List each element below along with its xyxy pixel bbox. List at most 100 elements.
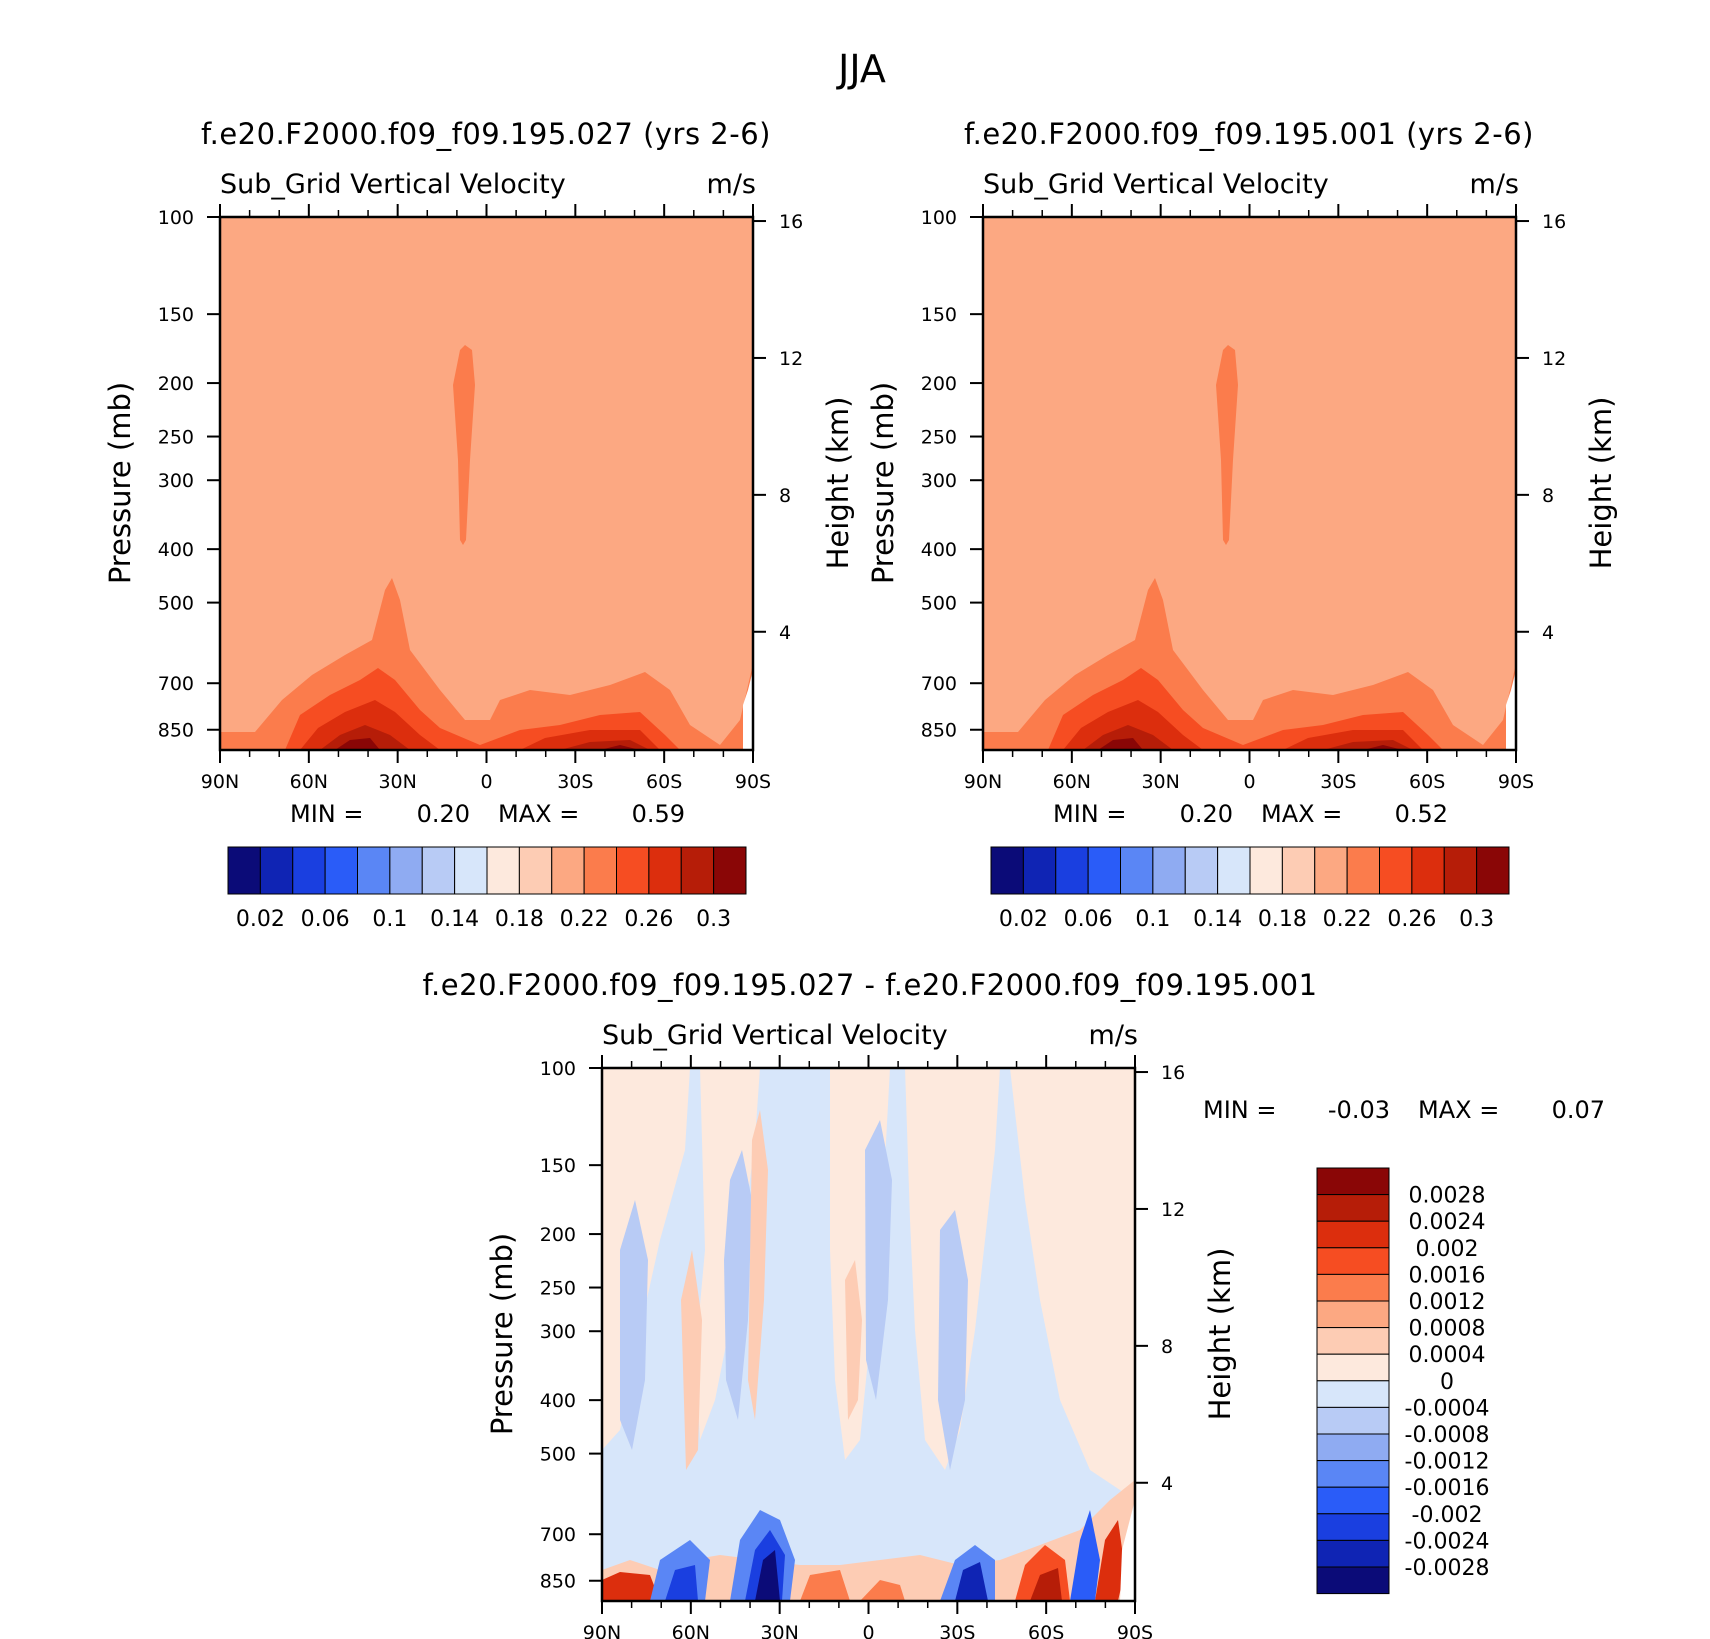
colorbar-box — [1217, 846, 1251, 895]
y-axis-label-right: Height (km) — [1203, 1248, 1237, 1421]
min-label: MIN = — [290, 800, 363, 828]
colorbar-box — [292, 846, 326, 895]
x-tick-label: 0 — [480, 771, 492, 793]
colorbar-label: 0.02 — [236, 907, 285, 932]
y-axis-label: Pressure (mb) — [866, 382, 900, 584]
y-tick-label: 300 — [540, 1321, 576, 1343]
colorbar-label: 0.26 — [624, 907, 673, 932]
x-tick-label: 60N — [290, 771, 328, 793]
colorbar-box — [1314, 846, 1348, 895]
colorbar-box — [1316, 1513, 1390, 1541]
y-tick-label: 400 — [540, 1390, 576, 1412]
colorbar-box — [421, 846, 456, 895]
y-tick-label: 400 — [921, 539, 957, 561]
x-tick-label: 30N — [1141, 771, 1179, 793]
y-tick-label: 850 — [921, 720, 957, 742]
x-tick-label: 90S — [735, 771, 771, 793]
colorbar-box — [648, 846, 682, 895]
height-tick-label: 12 — [1542, 348, 1566, 370]
height-tick-label: 8 — [779, 485, 791, 507]
colorbar-box — [1316, 1406, 1390, 1435]
colorbar-label: 0.06 — [301, 907, 350, 932]
x-tick-label: 30N — [760, 1622, 798, 1639]
colorbar-label: 0 — [1440, 1370, 1454, 1395]
x-tick-label: 90N — [583, 1622, 621, 1639]
colorbar-label: 0.3 — [1459, 907, 1494, 932]
x-tick-label: 60S — [1028, 1622, 1064, 1639]
colorbar-box — [990, 846, 1024, 895]
colorbar: 0.02 0.06 0.1 0.14 0.18 0.22 0.26 0.3 — [990, 846, 1510, 932]
height-tick-label: 8 — [1542, 485, 1554, 507]
colorbar-label: -0.0012 — [1405, 1450, 1490, 1475]
colorbar-box — [227, 846, 261, 895]
panel-title: f.e20.F2000.f09_f09.195.027 - f.e20.F200… — [422, 968, 1317, 1002]
colorbar-box — [1316, 1460, 1390, 1488]
y-tick-label: 700 — [540, 1524, 576, 1546]
y-axis-label-right: Height (km) — [1584, 397, 1618, 570]
units-label: m/s — [707, 169, 756, 200]
max-label: MAX = — [1418, 1096, 1499, 1124]
contour-field — [983, 217, 1516, 750]
panel-title: f.e20.F2000.f09_f09.195.027 (yrs 2-6) — [201, 117, 771, 151]
x-tick-label: 90S — [1498, 771, 1534, 793]
max-label: MAX = — [1261, 800, 1342, 828]
colorbar-box — [1316, 1566, 1390, 1595]
colorbar-box — [1316, 1247, 1390, 1275]
height-tick-label: 4 — [1542, 622, 1554, 644]
axes: 90N 60N 30N 0 30S 60S 90S 100 150 200 250 300 400 500… — [158, 204, 803, 793]
colorbar-label: -0.0028 — [1405, 1556, 1490, 1581]
variable-label: Sub_Grid Vertical Velocity — [983, 169, 1329, 200]
colorbar-label: 0.0012 — [1409, 1290, 1486, 1315]
x-tick-label: 30S — [557, 771, 593, 793]
y-tick-label: 200 — [158, 373, 194, 395]
y-tick-label: 250 — [921, 427, 957, 449]
y-tick-label: 500 — [921, 593, 957, 615]
colorbar-box — [616, 846, 650, 895]
colorbar-label: 0.3 — [696, 907, 731, 932]
y-tick-label: 150 — [158, 304, 194, 326]
colorbar-label: 0.0008 — [1409, 1317, 1486, 1342]
variable-label: Sub_Grid Vertical Velocity — [602, 1020, 948, 1051]
colorbar-box — [357, 846, 391, 895]
y-axis-label: Pressure (mb) — [103, 382, 137, 584]
colorbar-box — [1281, 846, 1316, 895]
y-tick-label: 150 — [921, 304, 957, 326]
colorbar-box — [713, 846, 747, 895]
x-tick-label: 0 — [1243, 771, 1255, 793]
colorbar-box — [324, 846, 358, 895]
panel-diff: f.e20.F2000.f09_f09.195.027 - f.e20.F200… — [422, 968, 1605, 1639]
panel-case1: f.e20.F2000.f09_f09.195.027 (yrs 2-6) Su… — [103, 117, 855, 932]
x-tick-label: 30S — [939, 1622, 975, 1639]
colorbar-box — [1120, 846, 1154, 895]
colorbar-box — [1055, 846, 1089, 895]
colorbar-box — [583, 846, 617, 895]
x-tick-label: 0 — [862, 1622, 874, 1639]
panel-case2: f.e20.F2000.f09_f09.195.001 (yrs 2-6) Su… — [866, 117, 1618, 932]
colorbar-box — [1316, 1300, 1390, 1329]
x-tick-label: 90N — [201, 771, 239, 793]
colorbar-box — [486, 846, 520, 895]
x-tick-label: 30N — [378, 771, 416, 793]
colorbar-box — [1316, 1327, 1390, 1355]
y-axis-label: Pressure (mb) — [485, 1233, 519, 1435]
colorbar-box — [1087, 846, 1121, 895]
colorbar-label: 0.1 — [372, 907, 407, 932]
colorbar-box — [1184, 846, 1219, 895]
colorbar-box — [389, 846, 423, 895]
min-value: 0.20 — [417, 800, 470, 828]
y-tick-label: 300 — [158, 470, 194, 492]
max-value: 0.52 — [1395, 800, 1448, 828]
height-tick-label: 4 — [779, 622, 791, 644]
max-value: 0.07 — [1552, 1096, 1605, 1124]
height-tick-label: 4 — [1161, 1473, 1173, 1495]
height-tick-label: 16 — [1542, 211, 1566, 233]
y-tick-label: 700 — [921, 673, 957, 695]
colorbar: 0.02 0.06 0.1 0.14 0.18 0.22 0.26 0.3 — [227, 846, 747, 932]
x-tick-label: 60S — [1409, 771, 1445, 793]
colorbar-label: 0.0016 — [1409, 1263, 1486, 1288]
y-tick-label: 700 — [158, 673, 194, 695]
colorbar-box — [1379, 846, 1413, 895]
colorbar-label: 0.14 — [1193, 907, 1242, 932]
colorbar-box — [1316, 1194, 1390, 1222]
x-tick-label: 60N — [672, 1622, 710, 1639]
